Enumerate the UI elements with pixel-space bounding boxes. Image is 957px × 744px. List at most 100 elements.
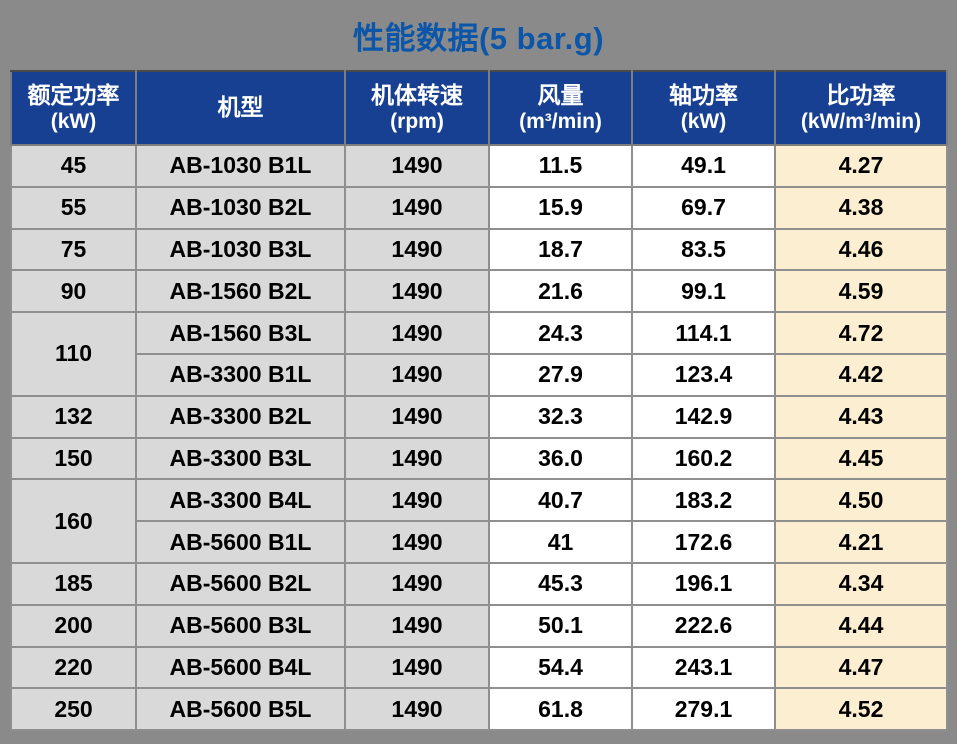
cell-air-flow: 50.1 <box>488 603 633 648</box>
col-header-shaft-power: 轴功率 (kW) <box>631 70 776 146</box>
cell-shaft-power: 83.5 <box>631 227 776 272</box>
cell-speed: 1490 <box>344 185 490 230</box>
col-header-unit: (rpm) <box>390 109 444 133</box>
cell-shaft-power: 114.1 <box>631 311 776 355</box>
col-header-specific-power: 比功率 (kW/m³/min) <box>774 70 948 146</box>
cell-specific-power: 4.21 <box>774 520 948 564</box>
table-row: 75 AB-1030 B3L 1490 18.7 83.5 4.46 <box>10 227 948 272</box>
cell-specific-power: 4.46 <box>774 227 948 272</box>
cell-speed: 1490 <box>344 645 490 690</box>
table-header: 额定功率 (kW) 机型 机体转速 (rpm) 风量 (m³/min) 轴功率 … <box>10 70 948 146</box>
cell-air-flow: 15.9 <box>488 185 633 230</box>
cell-speed: 1490 <box>344 394 490 439</box>
col-header-label: 机型 <box>217 94 264 121</box>
cell-shaft-power: 183.2 <box>631 478 776 523</box>
cell-rated-power: 90 <box>10 269 137 314</box>
cell-shaft-power: 123.4 <box>631 352 776 397</box>
col-header-label: 风量 <box>537 82 584 109</box>
cell-specific-power: 4.59 <box>774 269 948 314</box>
table-row: 200 AB-5600 B3L 1490 50.1 222.6 4.44 <box>10 603 948 648</box>
col-header-unit: (m³/min) <box>519 109 602 133</box>
col-header-unit: (kW/m³/min) <box>800 109 922 133</box>
cell-shaft-power: 160.2 <box>631 436 776 481</box>
cell-model: AB-1030 B3L <box>135 227 346 272</box>
table-row: AB-3300 B1L 1490 27.9 123.4 4.42 <box>11 352 948 397</box>
cell-speed: 1490 <box>344 603 490 648</box>
cell-air-flow: 61.8 <box>488 687 633 732</box>
table-body: 45 AB-1030 B1L 1490 11.5 49.1 4.27 55 AB-1030 B… <box>10 144 948 732</box>
table-row: 160 AB-3300 B4L 1490 40.7 183.2 4.50 <box>10 478 948 564</box>
cell-specific-power: 4.38 <box>774 185 948 230</box>
table-row: 220 AB-5600 B4L 1490 54.4 243.1 4.47 <box>10 645 948 690</box>
cell-specific-power: 4.47 <box>774 645 948 690</box>
cell-model: AB-5600 B1L <box>135 520 346 564</box>
cell-specific-power: 4.42 <box>774 352 948 397</box>
cell-model: AB-3300 B4L <box>135 478 346 523</box>
cell-rated-power: 45 <box>10 144 137 188</box>
cell-air-flow: 54.4 <box>488 645 633 690</box>
cell-model: AB-1560 B3L <box>135 311 346 355</box>
cell-specific-power: 4.50 <box>774 478 948 523</box>
cell-specific-power: 4.44 <box>774 603 948 648</box>
cell-shaft-power: 142.9 <box>631 394 776 439</box>
col-header-unit: (kW) <box>680 109 727 133</box>
performance-data-table: 额定功率 (kW) 机型 机体转速 (rpm) 风量 (m³/min) 轴功率 … <box>10 70 948 732</box>
col-header-label: 轴功率 <box>669 82 738 109</box>
header-row: 额定功率 (kW) 机型 机体转速 (rpm) 风量 (m³/min) 轴功率 … <box>10 70 948 146</box>
cell-speed: 1490 <box>344 352 490 397</box>
cell-rated-power: 160 <box>10 478 137 564</box>
cell-model: AB-3300 B1L <box>135 352 346 397</box>
cell-specific-power: 4.72 <box>774 311 948 355</box>
col-header-air-flow: 风量 (m³/min) <box>488 70 633 146</box>
cell-air-flow: 24.3 <box>488 311 633 355</box>
cell-air-flow: 21.6 <box>488 269 633 314</box>
cell-model: AB-1030 B2L <box>135 185 346 230</box>
cell-shaft-power: 69.7 <box>631 185 776 230</box>
cell-air-flow: 40.7 <box>488 478 633 523</box>
cell-speed: 1490 <box>344 687 490 732</box>
cell-shaft-power: 172.6 <box>631 520 776 564</box>
page-title: 性能数据(5 bar.g) <box>352 20 605 56</box>
cell-speed: 1490 <box>344 311 490 355</box>
cell-model: AB-1030 B1L <box>135 144 346 188</box>
cell-air-flow: 36.0 <box>488 436 633 481</box>
cell-model: AB-5600 B5L <box>135 687 346 732</box>
table-row: 185 AB-5600 B2L 1490 45.3 196.1 4.34 <box>10 561 948 606</box>
cell-shaft-power: 279.1 <box>631 687 776 732</box>
table-row: 45 AB-1030 B1L 1490 11.5 49.1 4.27 <box>10 144 948 188</box>
cell-air-flow: 41 <box>488 520 633 564</box>
table-row: 250 AB-5600 B5L 1490 61.8 279.1 4.52 <box>10 687 948 732</box>
col-header-rated-power: 额定功率 (kW) <box>10 70 137 146</box>
cell-shaft-power: 243.1 <box>631 645 776 690</box>
cell-speed: 1490 <box>344 478 490 523</box>
cell-rated-power: 150 <box>10 436 137 481</box>
cell-shaft-power: 99.1 <box>631 269 776 314</box>
cell-speed: 1490 <box>344 436 490 481</box>
cell-model: AB-1560 B2L <box>135 269 346 314</box>
cell-model: AB-5600 B4L <box>135 645 346 690</box>
cell-rated-power: 200 <box>10 603 137 648</box>
col-header-unit: (kW) <box>50 109 97 133</box>
cell-rated-power: 250 <box>10 687 137 732</box>
cell-specific-power: 4.52 <box>774 687 948 732</box>
cell-rated-power: 110 <box>10 311 137 397</box>
table-row: 90 AB-1560 B2L 1490 21.6 99.1 4.59 <box>10 269 948 314</box>
table-row: 110 AB-1560 B3L 1490 24.3 114.1 4.72 <box>10 311 948 397</box>
cell-rated-power: 55 <box>10 185 137 230</box>
cell-shaft-power: 222.6 <box>631 603 776 648</box>
cell-model: AB-5600 B3L <box>135 603 346 648</box>
cell-speed: 1490 <box>344 269 490 314</box>
cell-speed: 1490 <box>344 144 490 188</box>
cell-air-flow: 18.7 <box>488 227 633 272</box>
cell-air-flow: 27.9 <box>488 352 633 397</box>
cell-air-flow: 32.3 <box>488 394 633 439</box>
table-row: 55 AB-1030 B2L 1490 15.9 69.7 4.38 <box>10 185 948 230</box>
cell-air-flow: 45.3 <box>488 561 633 606</box>
cell-rated-power: 220 <box>10 645 137 690</box>
cell-rated-power: 75 <box>10 227 137 272</box>
cell-speed: 1490 <box>344 520 490 564</box>
cell-specific-power: 4.45 <box>774 436 948 481</box>
cell-shaft-power: 49.1 <box>631 144 776 188</box>
col-header-label: 比功率 <box>826 82 896 109</box>
